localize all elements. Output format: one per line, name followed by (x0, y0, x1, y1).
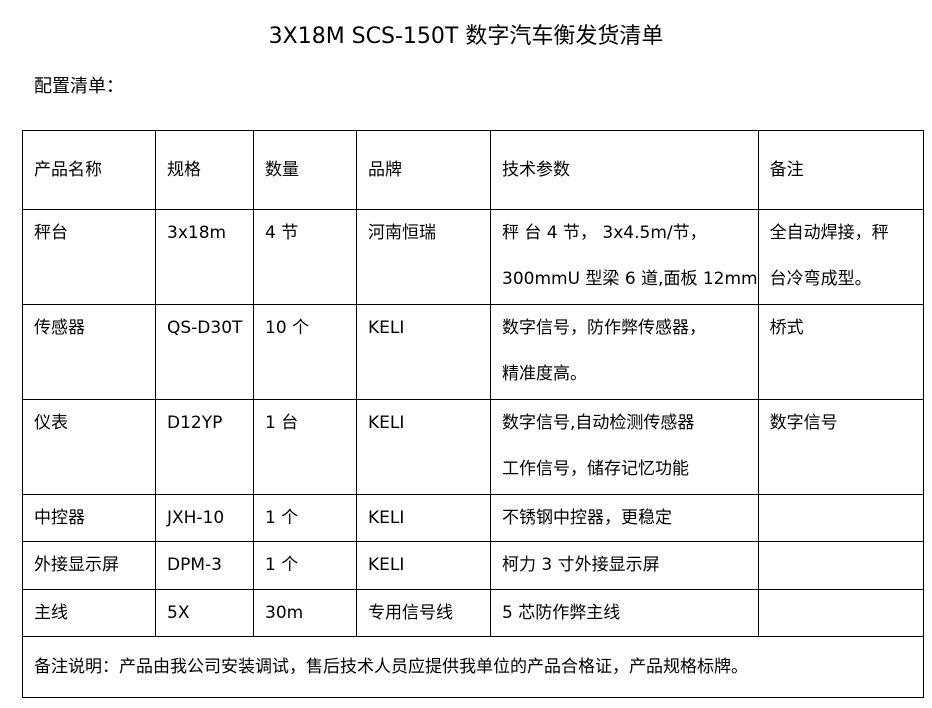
tech-params-cell-line: 精准度高。 (502, 364, 587, 384)
brand-cell: KELI (356, 541, 491, 590)
tech-params-cell-line: 柯力 3 寸外接显示屏 (502, 555, 660, 575)
spec-cell: JXH-10 (155, 494, 254, 542)
product-name-cell: 外接显示屏 (22, 541, 156, 590)
header-cell: 数量 (253, 130, 357, 210)
remark-cell-line: 全自动焊接，秤 (769, 223, 889, 243)
product-name-cell: 仪表 (22, 399, 156, 495)
tech-params-cell-line: 工作信号，储存记忆功能 (502, 459, 689, 479)
product-name-cell: 主线 (22, 589, 156, 637)
remark-cell (757, 541, 924, 590)
remark-cell: 全自动焊接，秤 台冷弯成型。 (757, 209, 924, 305)
quantity-cell: 1 个 (253, 541, 357, 590)
remark-cell-line: 桥式 (769, 318, 804, 338)
document-title: 3X18M SCS-150T 数字汽车衡发货清单 (268, 24, 664, 49)
remark-cell-line: 台冷弯成型。 (769, 269, 872, 289)
remark-cell-line: 数字信号 (769, 413, 838, 433)
table-row: 中控器 JXH-10 1 个 KELI 不锈钢中控器，更稳定 (22, 494, 924, 542)
spec-cell: 5X (155, 589, 254, 637)
note-row: 备注说明：产品由我公司安装调试，售后技术人员应提供我单位的产品合格证，产品规格标… (22, 636, 924, 698)
tech-params-cell: 柯力 3 寸外接显示屏 (490, 541, 759, 590)
tech-params-cell-line: 数字信号，防作弊传感器， (502, 318, 706, 338)
shipping-list-table: 产品名称 规格 数量 品牌 技术参数 备注 秤台 3x18m 4 节河南恒瑞秤 台 … (22, 130, 924, 698)
remark-cell (757, 494, 924, 542)
spec-cell: D12YP (155, 399, 254, 495)
tech-params-cell-line: 不锈钢中控器，更稳定 (502, 508, 672, 528)
tech-params-cell-line: 秤 台 4 节， 3x4.5m/节， (502, 223, 707, 243)
tech-params-cell-line: 5 芯防作弊主线 (502, 603, 621, 623)
product-name-cell: 中控器 (22, 494, 156, 542)
quantity-cell: 1 个 (253, 494, 357, 542)
note-text: 备注说明：产品由我公司安装调试，售后技术人员应提供我单位的产品合格证，产品规格标… (22, 636, 924, 698)
table-row: 外接显示屏 DPM-3 1 个 KELI 柯力 3 寸外接显示屏 (22, 541, 924, 590)
quantity-cell: 10 个 (253, 304, 357, 400)
header-cell: 规格 (155, 130, 254, 210)
remark-cell: 数字信号 (757, 399, 924, 495)
brand-cell: KELI (356, 304, 491, 400)
brand-cell: 专用信号线 (356, 589, 491, 637)
brand-cell: KELI (356, 494, 491, 542)
table-row: 仪表 D12YP 1 台 KELI 数字信号,自动检测传感器 工作信号，储存记忆功能 数字信… (22, 399, 924, 495)
header-cell: 产品名称 (22, 130, 156, 210)
tech-params-cell: 数字信号，防作弊传感器， 精准度高。 (490, 304, 759, 400)
table-row: 主线 5X 30m 专用信号线 5 芯防作弊主线 (22, 589, 924, 637)
tech-params-cell: 秤 台 4 节， 3x4.5m/节， 300mmU 型梁 6 道,面板 12mm (490, 209, 759, 305)
header-cell: 品牌 (356, 130, 491, 210)
quantity-cell: 1 台 (253, 399, 357, 495)
spec-cell: QS-D30T (155, 304, 254, 400)
remark-cell: 桥式 (757, 304, 924, 400)
table-row: 传感器 QS-D30T 10 个 KELI 数字信号，防作弊传感器， 精准度高。 桥式 (22, 304, 924, 400)
tech-params-cell: 数字信号,自动检测传感器 工作信号，储存记忆功能 (490, 399, 759, 495)
section-label: 配置清单： (34, 76, 124, 97)
table-header-row: 产品名称 规格 数量 品牌 技术参数 备注 (22, 130, 924, 210)
brand-cell: KELI (356, 399, 491, 495)
tech-params-cell-line: 数字信号,自动检测传感器 (502, 413, 695, 433)
quantity-cell: 4 节 (253, 209, 357, 305)
quantity-cell: 30m (253, 589, 357, 637)
table-row: 秤台 3x18m 4 节河南恒瑞秤 台 4 节， 3x4.5m/节， 300mmU 型… (22, 209, 924, 305)
product-name-cell: 秤台 (22, 209, 156, 305)
header-cell: 备注 (757, 130, 924, 210)
tech-params-cell-line: 300mmU 型梁 6 道,面板 12mm (502, 269, 758, 289)
spec-cell: 3x18m (155, 209, 254, 305)
header-cell: 技术参数 (490, 130, 759, 210)
remark-cell (757, 589, 924, 637)
spec-cell: DPM-3 (155, 541, 254, 590)
product-name-cell: 传感器 (22, 304, 156, 400)
tech-params-cell: 5 芯防作弊主线 (490, 589, 759, 637)
tech-params-cell: 不锈钢中控器，更稳定 (490, 494, 759, 542)
brand-cell: 河南恒瑞 (356, 209, 491, 305)
